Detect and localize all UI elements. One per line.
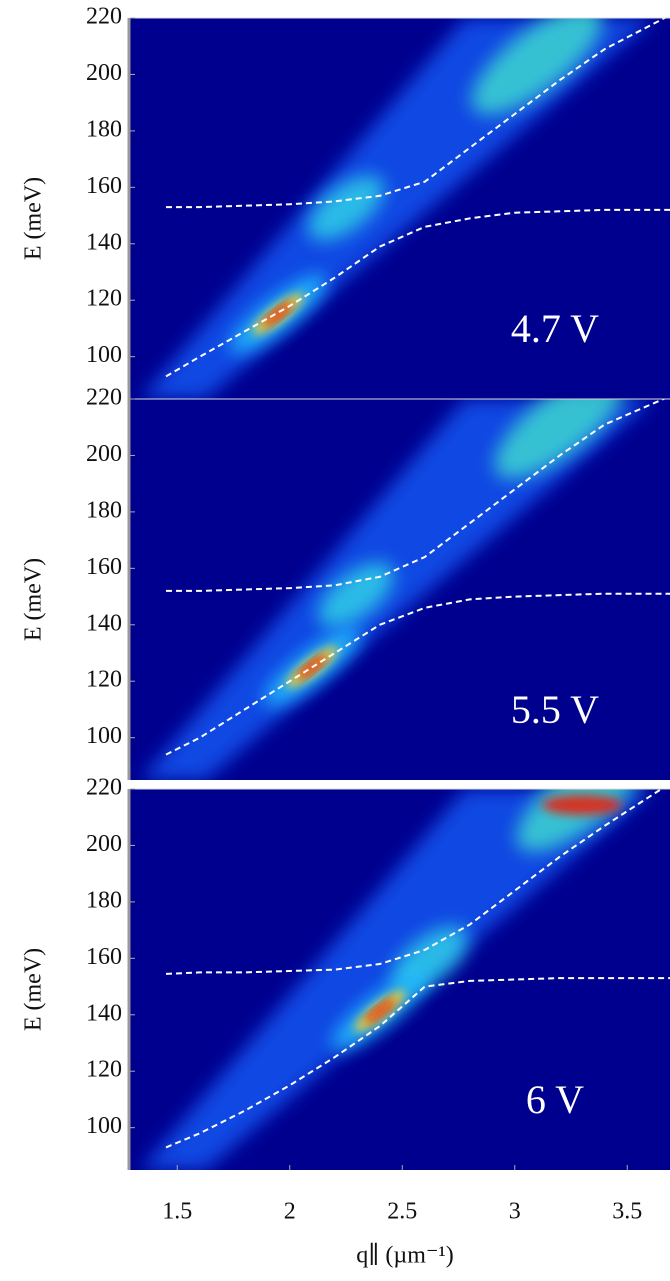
y-tick-label: 220 xyxy=(86,775,122,801)
heat-top xyxy=(471,18,603,115)
heat-cross xyxy=(308,175,384,241)
y-tick-label: 200 xyxy=(86,60,122,86)
y-axis-label: E (meV) xyxy=(21,948,47,1031)
panel-annotation: 5.5 V xyxy=(511,687,599,732)
panel xyxy=(130,789,670,1170)
dashed-line xyxy=(165,789,664,975)
y-tick-label: 220 xyxy=(86,385,122,411)
y-tick-label: 120 xyxy=(86,667,122,693)
heat-cross xyxy=(318,562,394,628)
dashed-line xyxy=(166,399,667,592)
y-tick-label: 160 xyxy=(86,173,122,199)
y-tick-label: 120 xyxy=(86,1057,122,1083)
x-tick-label: 1.5 xyxy=(162,1199,192,1225)
x-tick-label: 2 xyxy=(284,1199,296,1225)
panel xyxy=(130,399,670,780)
panel xyxy=(130,18,670,399)
panel-annotation: 6 V xyxy=(526,1077,584,1122)
x-axis-label: q∥ (µm⁻¹) xyxy=(356,1243,453,1269)
y-tick-label: 220 xyxy=(86,4,122,30)
y-tick-label: 100 xyxy=(86,1113,122,1139)
y-axis-label: E (meV) xyxy=(21,177,47,260)
dashed-line xyxy=(165,208,670,378)
y-tick-label: 100 xyxy=(86,342,122,368)
y-tick-label: 200 xyxy=(86,831,122,857)
dashed-line xyxy=(165,592,670,756)
y-tick-label: 100 xyxy=(86,723,122,749)
y-tick-label: 200 xyxy=(86,441,122,467)
y-tick-label: 180 xyxy=(86,497,122,523)
y-tick-label: 180 xyxy=(86,116,122,142)
x-tick-label: 3 xyxy=(509,1199,521,1225)
panel-annotation: 4.7 V xyxy=(511,306,599,351)
x-tick-label: 3.5 xyxy=(612,1199,642,1225)
y-tick-label: 180 xyxy=(86,887,122,913)
heat-band xyxy=(140,399,654,780)
y-tick-label: 160 xyxy=(86,944,122,970)
dashed-line xyxy=(166,18,667,209)
y-tick-label: 120 xyxy=(86,286,122,312)
y-tick-label: 140 xyxy=(86,610,122,636)
heat-core xyxy=(263,302,293,326)
x-tick-label: 2.5 xyxy=(387,1199,417,1225)
y-tick-label: 140 xyxy=(86,1000,122,1026)
heat-core xyxy=(365,999,395,1023)
y-tick-label: 160 xyxy=(86,554,122,580)
y-tick-label: 140 xyxy=(86,229,122,255)
y-axis-label: E (meV) xyxy=(21,558,47,641)
heat-top-core xyxy=(542,795,622,815)
heat-top xyxy=(494,399,626,479)
